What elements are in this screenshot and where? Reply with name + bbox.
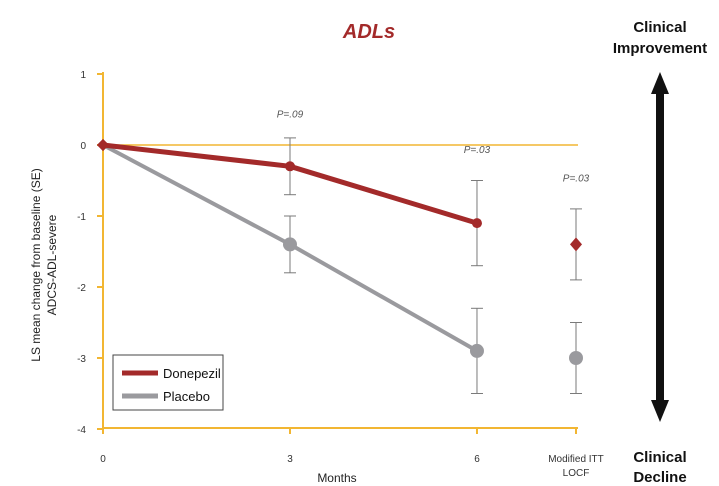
y-axis-label: LS mean change from baseline (SE) ADCS-A… xyxy=(29,168,59,361)
clinical-decline-label-line2: Decline xyxy=(633,469,686,486)
p-value-label: P=.03 xyxy=(464,145,491,156)
x-tick-label: 3 xyxy=(287,454,293,465)
y-tick-label: -1 xyxy=(77,212,86,223)
arrow-up-icon xyxy=(651,72,669,94)
point-placebo xyxy=(282,237,297,252)
x-ticks: 0 3 6 Modified ITT LOCF xyxy=(100,428,604,479)
legend-label-placebo: Placebo xyxy=(163,389,210,404)
point-donepezil xyxy=(284,161,295,172)
legend-label-donepezil: Donepezil xyxy=(163,366,221,381)
chart-title: ADLs xyxy=(342,21,395,43)
clinical-improvement-label-line2: Improvement xyxy=(613,40,707,57)
p-value-label: P=.09 xyxy=(277,110,304,121)
x-axis-label: Months xyxy=(317,471,356,485)
legend: Donepezil Placebo xyxy=(112,354,224,411)
legend-box xyxy=(112,354,224,411)
y-tick-label: -2 xyxy=(77,283,86,294)
x-tick-label: 0 xyxy=(100,454,106,465)
clinical-improvement-label-line1: Clinical xyxy=(633,19,686,36)
y-tick-label: 0 xyxy=(80,141,86,152)
y-tick-label: -4 xyxy=(77,425,86,436)
clinical-decline-label-line1: Clinical xyxy=(633,449,686,466)
p-value-label: P=.03 xyxy=(563,174,590,185)
data-points xyxy=(97,139,583,365)
y-tick-label: -3 xyxy=(77,354,86,365)
y-ticks: 1 0 -1 -2 -3 -4 xyxy=(77,70,103,436)
point-locf-placebo xyxy=(569,351,583,365)
arrow-down-icon xyxy=(651,400,669,422)
p-value-labels: P=.09 P=.03 P=.03 xyxy=(277,110,590,185)
point-donepezil xyxy=(471,218,482,229)
y-axis-label-line2: ADCS-ADL-severe xyxy=(45,214,59,315)
point-locf-donepezil xyxy=(570,237,582,252)
y-tick-label: 1 xyxy=(80,70,86,81)
point-placebo xyxy=(469,343,484,358)
y-axis-label-line1: LS mean change from baseline (SE) xyxy=(29,168,43,361)
x-tick-label-locf-line2: LOCF xyxy=(563,468,590,479)
point-baseline xyxy=(97,139,109,151)
x-tick-label-locf-line1: Modified ITT xyxy=(548,454,604,465)
x-tick-label: 6 xyxy=(474,454,480,465)
